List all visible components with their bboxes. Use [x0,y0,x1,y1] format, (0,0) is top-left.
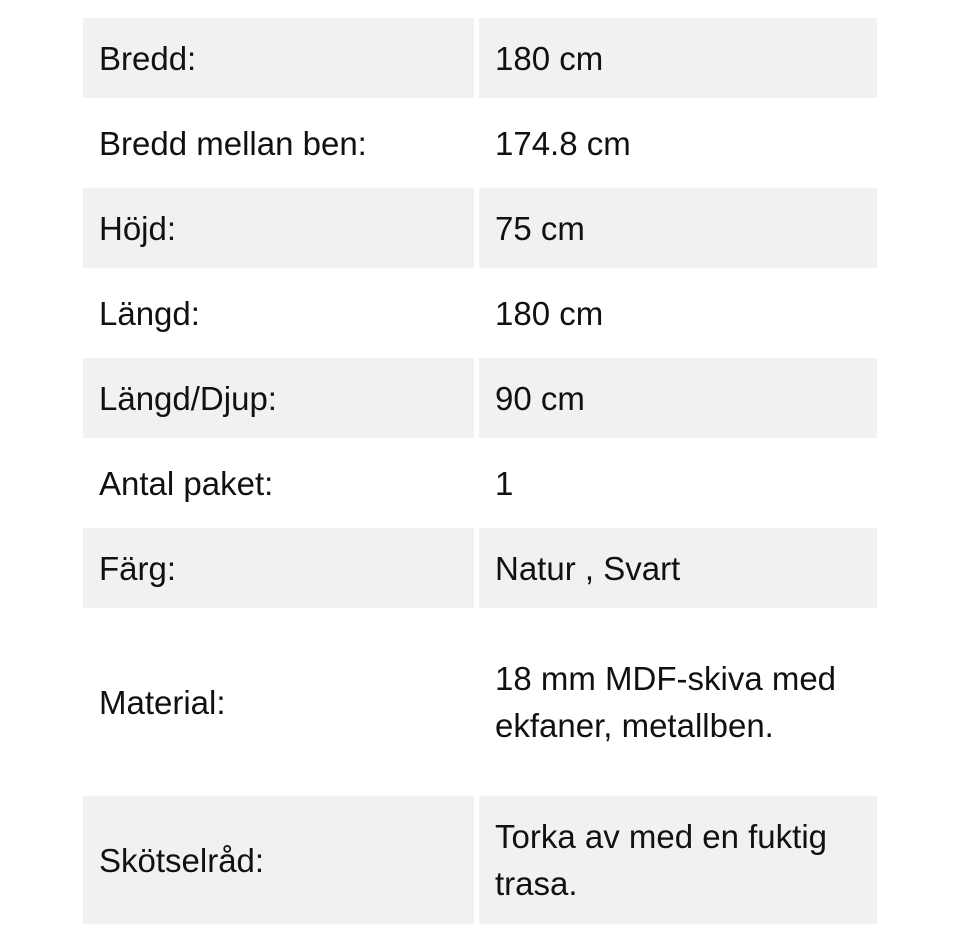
spec-row-width: Bredd: 180 cm [83,18,877,98]
spec-value: 18 mm MDF-skiva med ekfaner, metallben. [495,660,837,744]
spec-row-packages: Antal paket: 1 [83,443,877,523]
product-specs-table: Bredd: 180 cm Bredd mellan ben: 174.8 cm… [78,13,882,929]
spec-value: 90 cm [479,358,877,438]
spec-label: Bredd mellan ben: [99,124,367,162]
spec-label: Antal paket: [99,464,274,502]
spec-value: Torka av med en fuktig trasa. [479,796,877,924]
spec-value: 1 [495,464,514,502]
spec-value: 75 cm [479,188,877,268]
spec-label: Material: [99,683,226,721]
spec-row-care: Skötselråd: Torka av med en fuktig trasa… [83,796,877,924]
spec-label: Skötselråd: [83,796,474,924]
spec-value: 180 cm [479,18,877,98]
spec-row-depth: Längd/Djup: 90 cm [83,358,877,438]
spec-value: 174.8 cm [495,124,631,162]
spec-row-height: Höjd: 75 cm [83,188,877,268]
spec-value: 180 cm [495,294,604,332]
spec-label: Bredd: [83,18,474,98]
spec-label: Längd/Djup: [83,358,474,438]
spec-label: Längd: [99,294,200,332]
spec-row-material: Material: 18 mm MDF-skiva med ekfaner, m… [83,613,877,791]
spec-label: Höjd: [83,188,474,268]
spec-label: Färg: [83,528,474,608]
spec-row-width-between-legs: Bredd mellan ben: 174.8 cm [83,103,877,183]
spec-row-length: Längd: 180 cm [83,273,877,353]
spec-row-color: Färg: Natur , Svart [83,528,877,608]
spec-value: Natur , Svart [479,528,877,608]
